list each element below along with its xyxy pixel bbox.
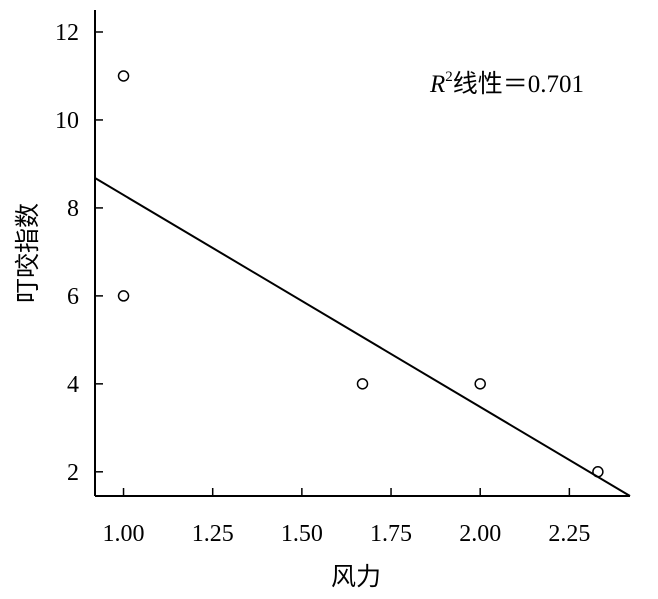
data-point — [356, 378, 369, 390]
x-tick-label: 2.25 — [548, 521, 590, 547]
r-squared-superscript: 2 — [445, 69, 453, 85]
y-axis-title: 叮咬指数 — [13, 203, 42, 303]
x-tick-label: 1.50 — [281, 521, 323, 547]
x-tick-label: 1.00 — [103, 521, 145, 547]
data-points — [117, 70, 604, 478]
y-ticks: 2 4 6 8 10 12 — [55, 20, 103, 486]
y-tick-label: 10 — [55, 108, 79, 134]
y-tick-label: 2 — [67, 460, 79, 486]
x-ticks: 1.00 1.25 1.50 1.75 2.00 2.25 — [103, 488, 590, 547]
x-tick-label: 1.75 — [370, 521, 412, 547]
y-tick-label: 8 — [67, 196, 79, 222]
r-squared-value: 线性＝0.701 — [453, 70, 584, 98]
regression-line-group — [94, 177, 631, 497]
regression-line — [94, 177, 631, 497]
axes — [94, 10, 630, 497]
y-tick-label: 12 — [55, 20, 79, 46]
x-tick-label: 1.25 — [192, 521, 234, 547]
r-squared-annotation: R2线性＝0.701 — [429, 69, 584, 98]
x-tick-label: 2.00 — [459, 521, 501, 547]
x-axis-title: 风力 — [331, 562, 381, 591]
y-tick-label: 4 — [67, 372, 79, 398]
data-point — [592, 466, 604, 478]
y-tick-label: 6 — [67, 284, 79, 310]
data-point — [117, 70, 130, 82]
r-squared-symbol: R — [429, 71, 445, 98]
data-point — [117, 290, 130, 302]
data-point — [474, 378, 486, 390]
